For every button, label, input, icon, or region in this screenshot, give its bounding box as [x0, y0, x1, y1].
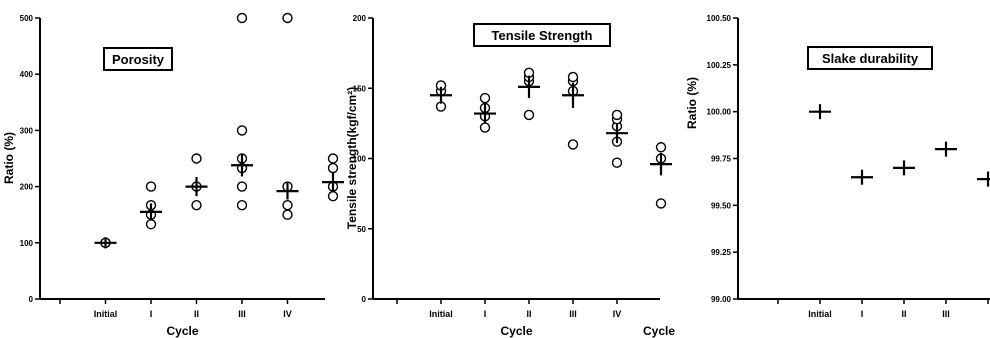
y-tick-label: 100: [20, 239, 34, 248]
y-tick-label: 100.00: [707, 108, 732, 117]
panel-title-box: [807, 46, 933, 70]
y-tick-label: 100: [353, 155, 367, 164]
data-point: [145, 181, 157, 192]
y-tick-label: 300: [20, 126, 34, 135]
data-point: [567, 71, 579, 83]
data-point: [145, 219, 157, 230]
data-point: [282, 199, 293, 211]
y-tick-label: 200: [20, 183, 34, 192]
y-tick-label: 50: [357, 225, 366, 234]
x-tick-label: III: [942, 309, 950, 319]
y-axis-title: Ratio (%): [685, 77, 699, 129]
panel-title: Slake durability: [822, 51, 919, 66]
x-tick-label: III: [569, 309, 577, 319]
x-axis-title: Cycle: [643, 324, 675, 338]
x-tick-label: II: [526, 309, 531, 319]
x-tick-label: II: [194, 309, 199, 319]
y-tick-label: 0: [29, 295, 34, 304]
y-tick-label: 200: [353, 14, 367, 23]
data-point: [327, 190, 339, 202]
x-tick-label: I: [861, 309, 864, 319]
data-point: [611, 157, 623, 168]
y-tick-label: 100.50: [707, 14, 732, 23]
data-point: [655, 142, 667, 153]
y-axis-title: Tensile strength(kgf/cm²): [345, 87, 359, 229]
data-point: [611, 109, 623, 121]
x-axis-title: Cycle: [166, 324, 198, 338]
data-point: [236, 12, 248, 24]
data-point: [479, 92, 491, 104]
y-tick-label: 99.25: [711, 248, 732, 257]
x-tick-label: I: [150, 309, 153, 319]
x-tick-label: IV: [613, 309, 622, 319]
data-point: [236, 125, 248, 136]
data-point: [236, 181, 248, 192]
chart-panel-3: 99.00 99.25 99.50 99.75 100.00 100.25 100.50 In…: [643, 14, 990, 338]
panel-title: Porosity: [112, 52, 165, 67]
x-axis-title: Cycle: [500, 324, 532, 338]
y-tick-label: 99.00: [711, 295, 732, 304]
x-tick-label: Initial: [808, 309, 832, 319]
y-tick-label: 99.50: [711, 201, 732, 210]
data-point: [655, 198, 667, 209]
y-tick-label: 0: [362, 295, 367, 304]
data-point: [191, 199, 202, 211]
x-tick-label: III: [238, 309, 246, 319]
data-point: [282, 12, 293, 24]
y-tick-label: 100.25: [707, 61, 732, 70]
panel-title-box: [473, 23, 611, 47]
y-tick-label: 150: [353, 84, 367, 93]
x-tick-label: I: [484, 309, 487, 319]
data-point: [236, 199, 248, 211]
x-tick-label: Initial: [94, 309, 118, 319]
panel-title-box: [103, 47, 173, 71]
x-tick-label: Initial: [429, 309, 453, 319]
y-tick-label: 400: [20, 70, 34, 79]
data-point: [282, 209, 293, 220]
y-tick-label: 500: [20, 14, 34, 23]
data-point: [327, 162, 339, 174]
x-tick-label: IV: [283, 309, 292, 319]
data-point: [479, 122, 491, 133]
data-point: [191, 153, 202, 164]
y-tick-label: 99.75: [711, 155, 732, 164]
data-point: [523, 109, 535, 121]
data-point: [567, 139, 579, 150]
panel-title: Tensile Strength: [492, 28, 593, 43]
x-tick-label: II: [901, 309, 906, 319]
data-point: [327, 153, 339, 164]
y-axis-title: Ratio (%): [2, 132, 16, 184]
